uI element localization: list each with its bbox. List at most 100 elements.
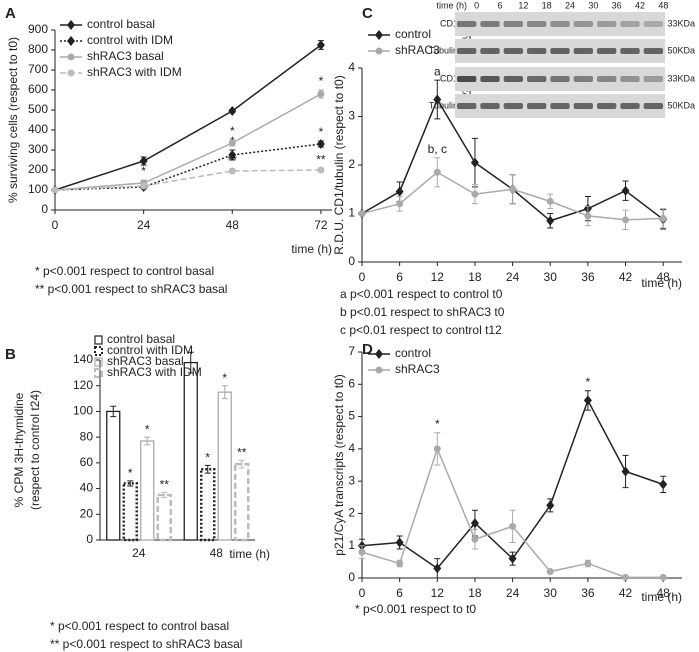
y-tick-label: 7 (348, 344, 355, 358)
blot-band (480, 48, 500, 54)
blot-group: control (461, 24, 471, 51)
x-tick-label: 24 (137, 218, 151, 232)
legend-label: control (395, 346, 431, 360)
legend-label: shRAC3 (395, 362, 440, 376)
footnote: a p<0.001 respect to control t0 (340, 287, 503, 301)
blot-band (643, 103, 663, 109)
footnote: c p<0.01 respect to control t12 (340, 323, 502, 337)
error-bar (127, 480, 134, 487)
blot-band (457, 21, 477, 27)
blot-band (527, 103, 547, 109)
marker (621, 466, 630, 477)
panel-label: B (5, 346, 16, 363)
bar (140, 440, 155, 541)
blot-band (480, 21, 500, 27)
point-label: * (230, 124, 235, 138)
marker (546, 500, 555, 511)
y-tick-label: 2 (348, 157, 355, 171)
x-tick-label: 48 (656, 586, 670, 600)
x-tick-label: 24 (506, 270, 520, 284)
legend-label: control (395, 27, 431, 41)
marker (471, 190, 479, 198)
marker (375, 349, 383, 359)
marker (317, 166, 325, 174)
point-label: ** (237, 445, 247, 459)
point-label: * (319, 125, 324, 139)
legend-swatch (94, 357, 103, 367)
marker (433, 563, 442, 574)
y-axis-label: (respect to control t24) (28, 390, 42, 510)
y-tick-label: 0 (348, 570, 355, 584)
marker (67, 69, 75, 77)
y-tick-label: 400 (28, 122, 48, 136)
series-line (54, 44, 322, 191)
x-tick-label: 0 (52, 218, 59, 232)
blot-lane: 6 (497, 0, 502, 10)
blot-band (550, 76, 570, 82)
marker (471, 535, 479, 543)
blot-lane: 24 (565, 0, 575, 10)
y-tick-label: 3 (348, 109, 355, 123)
blot-lane: 42 (635, 0, 645, 10)
x-axis-label: time (h) (229, 547, 270, 561)
series-line (361, 398, 664, 570)
marker (316, 40, 325, 50)
marker (659, 214, 667, 222)
blot-band (457, 48, 477, 54)
blot-band (503, 103, 523, 109)
series-line (54, 93, 322, 191)
marker (316, 139, 325, 149)
marker (317, 90, 325, 98)
marker (139, 156, 148, 166)
marker (51, 186, 59, 194)
error-bar (110, 405, 117, 418)
blot-band (597, 103, 617, 109)
point-label: * (128, 466, 133, 480)
point-label: ** (316, 153, 326, 167)
legend-label: control with IDM (87, 33, 173, 47)
marker (433, 94, 442, 105)
marker (470, 518, 479, 529)
y-tick-label: 800 (28, 42, 48, 56)
point-label: ** (160, 478, 170, 492)
y-tick-label: 500 (28, 102, 48, 116)
point-label: * (145, 422, 150, 436)
blot-band (573, 103, 593, 109)
y-tick-label: 4 (348, 60, 355, 74)
marker (140, 182, 148, 190)
blot-protein: Tubulin (429, 45, 458, 55)
y-tick-label: 40 (80, 481, 94, 495)
marker (509, 522, 517, 530)
blot-size: 50KDa (667, 45, 695, 55)
y-tick-label: 5 (348, 409, 355, 423)
y-tick-label: 3 (348, 473, 355, 487)
x-tick-label: 0 (359, 270, 366, 284)
panel-label: C (362, 5, 373, 22)
blot-band (643, 76, 663, 82)
x-tick-label: 48 (226, 218, 240, 232)
error-bar (161, 491, 168, 499)
y-tick-label: 0 (86, 532, 93, 546)
blot-time-label: time (h) (436, 0, 467, 10)
point-label: b, c (428, 142, 447, 156)
footnote: b p<0.01 respect to shRAC3 t0 (340, 305, 505, 319)
blot-lane: 30 (588, 0, 598, 10)
marker (622, 573, 630, 581)
footnote: ** p<0.001 respect to shRAC3 basal (50, 637, 242, 651)
blot-band (550, 21, 570, 27)
x-tick-label: 12 (431, 270, 445, 284)
marker (584, 559, 592, 567)
legend-label: control basal (107, 332, 175, 346)
blot-band (597, 48, 617, 54)
marker (395, 186, 404, 197)
marker (375, 30, 383, 40)
error-bar (204, 464, 211, 474)
bar (234, 462, 250, 542)
legend-swatch (94, 346, 103, 356)
blot-protein: CD1 (440, 18, 458, 28)
marker (67, 53, 75, 61)
legend-label: shRAC3 with IDM (87, 65, 182, 79)
blot-band (620, 48, 640, 54)
blot-band (573, 21, 593, 27)
